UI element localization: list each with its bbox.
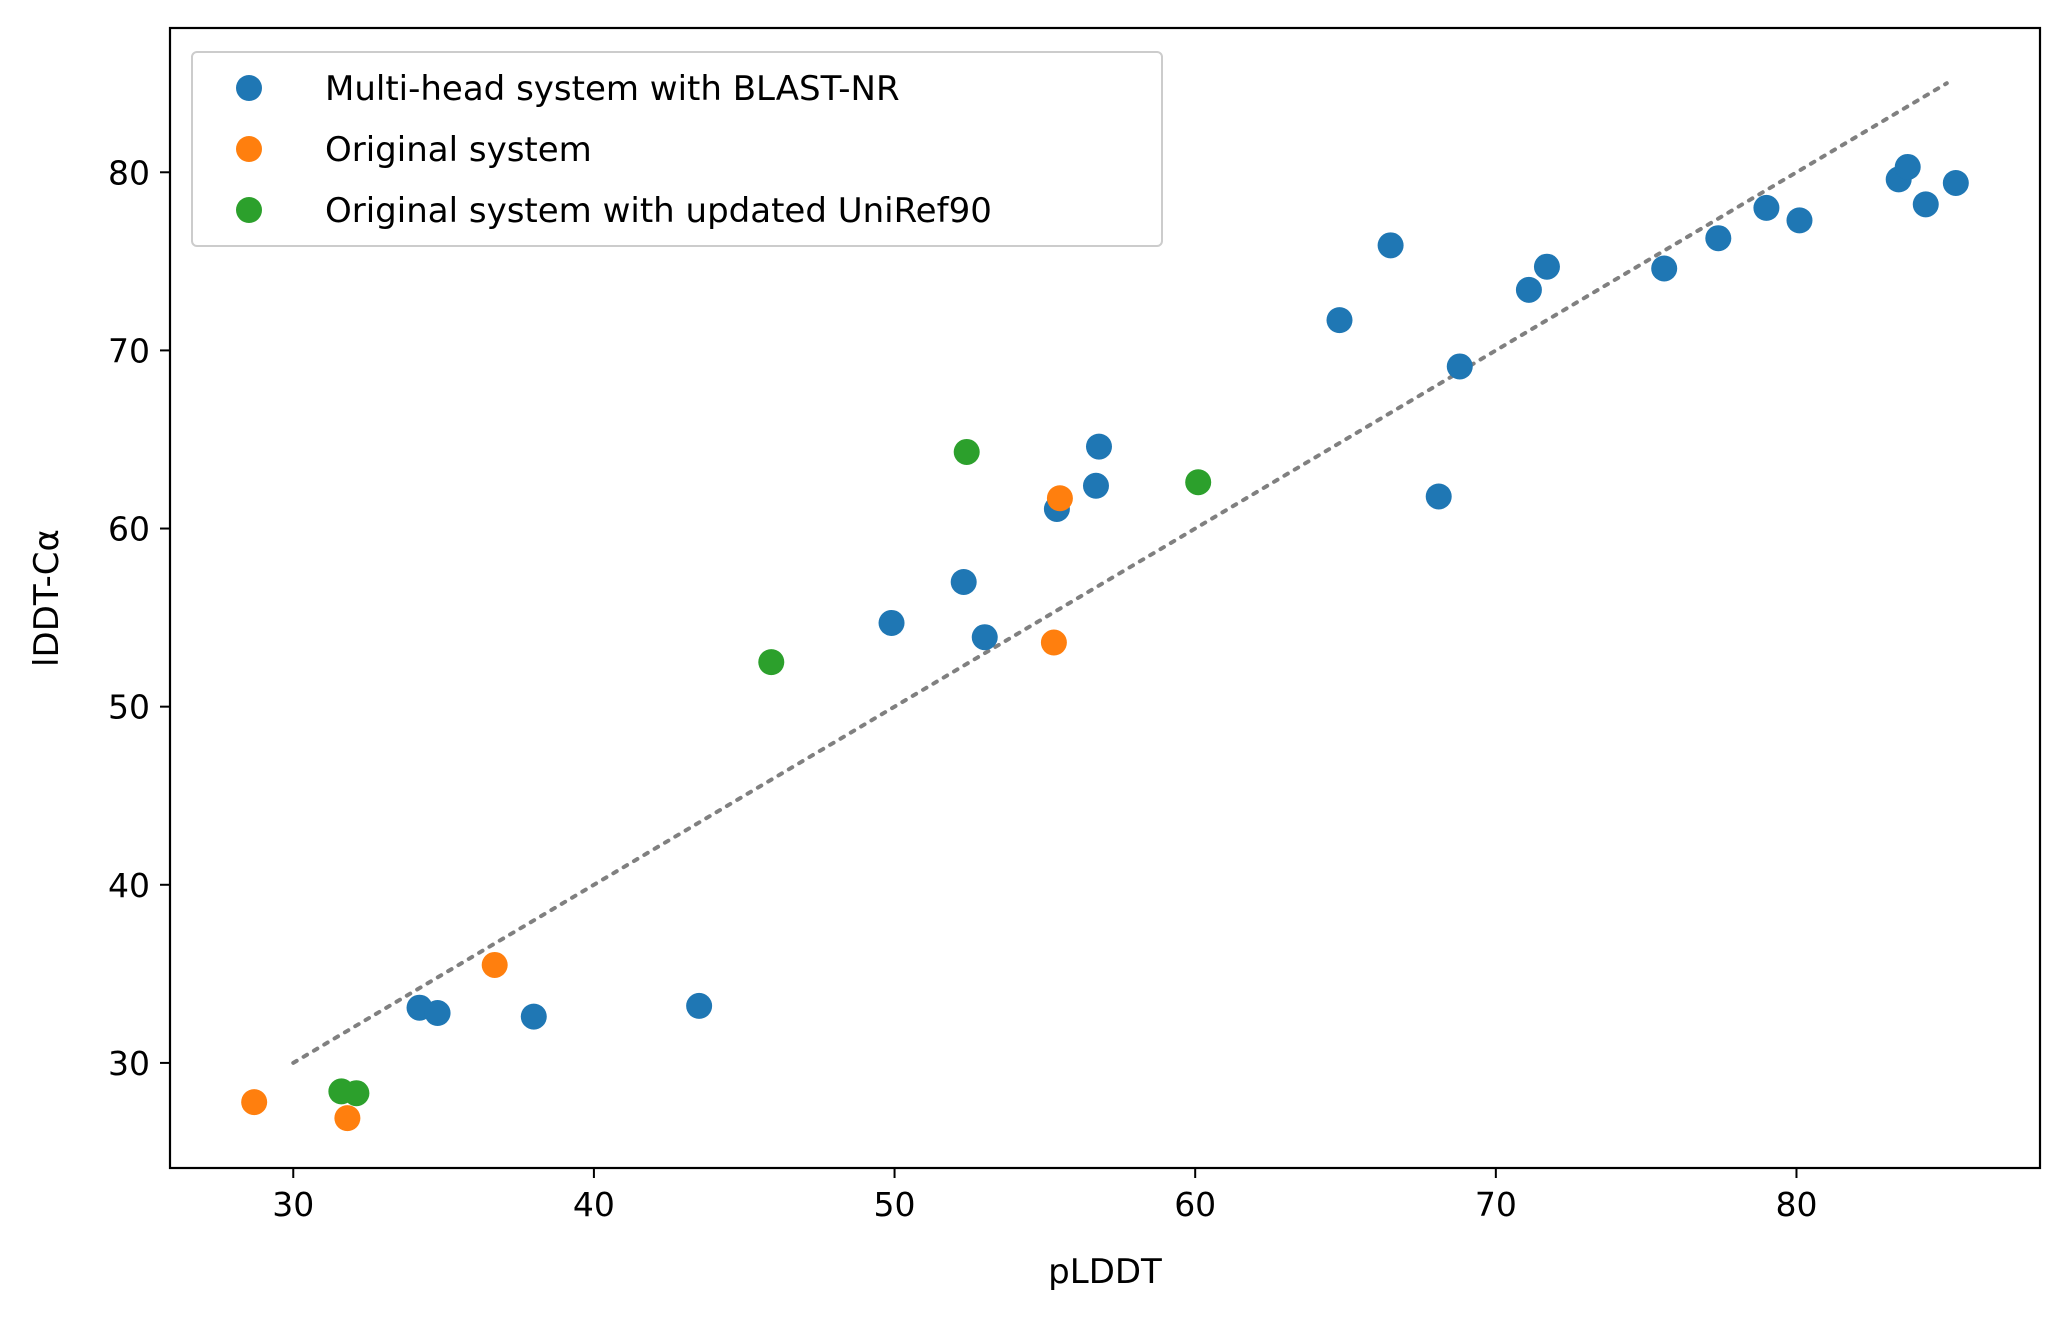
x-tick-label: 60 xyxy=(1174,1185,1216,1224)
data-point-series-0 xyxy=(1326,307,1353,334)
data-point-series-0 xyxy=(1651,255,1678,282)
data-point-series-1 xyxy=(334,1105,361,1132)
y-axis-ticks: 30 40 50 60 70 80 xyxy=(108,153,170,1083)
y-tick-label: 70 xyxy=(108,331,150,370)
legend-label: Original system with updated UniRef90 xyxy=(325,191,992,231)
y-tick-label: 40 xyxy=(108,866,150,905)
x-axis-ticks: 30 40 50 60 70 80 xyxy=(272,1168,1817,1224)
reference-line xyxy=(291,81,1949,1065)
legend-marker xyxy=(236,136,262,162)
legend-marker xyxy=(236,75,262,101)
data-point-series-2 xyxy=(343,1080,370,1107)
data-point-series-0 xyxy=(878,609,905,636)
y-tick-label: 60 xyxy=(108,510,150,549)
x-axis-label: pLDDT xyxy=(1048,1252,1162,1292)
legend-label: Multi-head system with BLAST-NR xyxy=(325,69,900,109)
data-point-series-2 xyxy=(758,649,785,676)
data-point-series-0 xyxy=(1894,153,1921,180)
data-point-series-0 xyxy=(1533,253,1560,280)
plot-frame xyxy=(168,26,2042,1170)
data-point-series-0 xyxy=(1082,472,1109,499)
data-point-series-0 xyxy=(1912,191,1939,218)
data-point-series-0 xyxy=(1515,276,1542,303)
data-point-series-0 xyxy=(1786,207,1813,234)
data-point-series-0 xyxy=(520,1003,547,1030)
y-tick-label: 80 xyxy=(108,153,150,192)
data-points-layer xyxy=(241,153,1969,1132)
reference-line-layer xyxy=(291,81,1949,1065)
data-point-series-0 xyxy=(1446,353,1473,380)
data-point-series-1 xyxy=(481,951,508,978)
x-tick-label: 50 xyxy=(874,1185,916,1224)
y-tick-label: 50 xyxy=(108,688,150,727)
data-point-series-0 xyxy=(1425,483,1452,510)
data-point-series-0 xyxy=(1753,194,1780,221)
data-point-series-0 xyxy=(424,1000,451,1027)
x-tick-label: 80 xyxy=(1775,1185,1817,1224)
legend-items: Multi-head system with BLAST-NR Original … xyxy=(236,69,992,231)
data-point-series-2 xyxy=(1185,469,1212,496)
legend-box xyxy=(191,51,1163,247)
data-point-series-0 xyxy=(1942,169,1969,196)
legend-marker xyxy=(236,197,262,223)
legend: Multi-head system with BLAST-NR Original … xyxy=(191,51,1163,247)
data-point-series-1 xyxy=(1040,629,1067,656)
data-point-series-0 xyxy=(686,992,713,1019)
data-point-series-0 xyxy=(1085,433,1112,460)
data-point-series-0 xyxy=(1705,225,1732,252)
x-tick-label: 40 xyxy=(573,1185,615,1224)
y-tick-label: 30 xyxy=(108,1044,150,1083)
data-point-series-0 xyxy=(950,568,977,595)
x-tick-label: 70 xyxy=(1475,1185,1517,1224)
y-axis-label: lDDT-Cα xyxy=(27,529,67,667)
x-tick-label: 30 xyxy=(272,1185,314,1224)
data-point-series-1 xyxy=(1046,485,1073,512)
legend-label: Original system xyxy=(325,130,592,170)
data-point-series-0 xyxy=(1377,232,1404,259)
data-point-series-0 xyxy=(971,624,998,651)
data-point-series-2 xyxy=(953,438,980,465)
data-point-series-1 xyxy=(241,1089,268,1116)
